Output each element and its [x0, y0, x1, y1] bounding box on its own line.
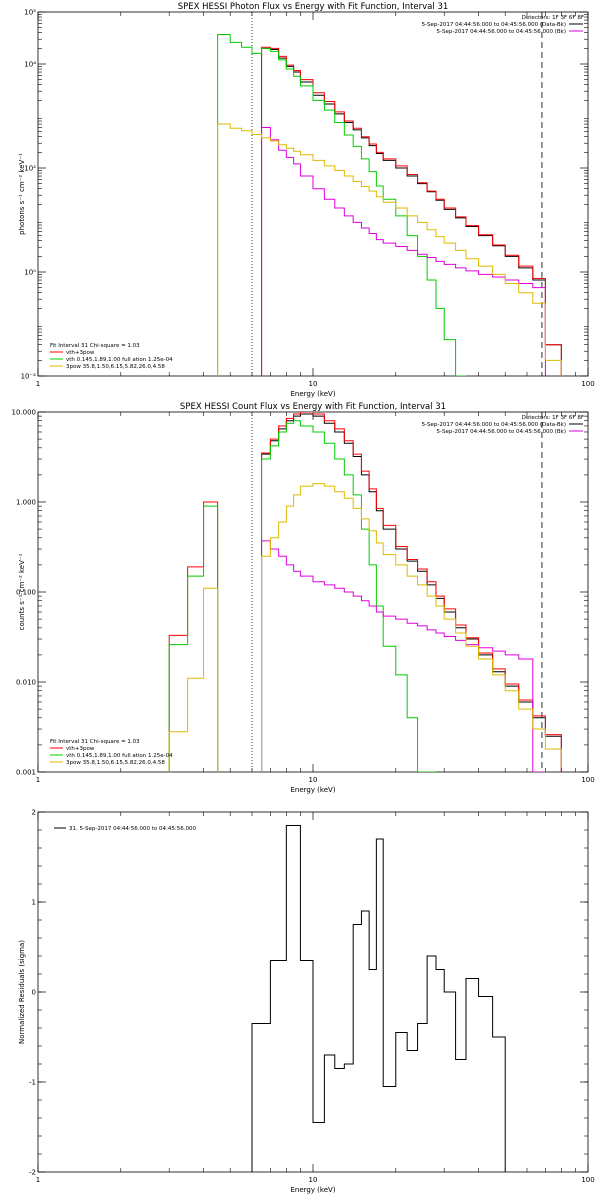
y-tick-label: 10⁴ [24, 61, 36, 69]
info-line: 5-Sep-2017 04:44:56.000 to 04:45:56.000 … [437, 29, 567, 35]
series-line-3 [168, 420, 436, 772]
chart-title: SPEX HESSI Photon Flux vs Energy with Fi… [178, 2, 449, 12]
y-tick-label: 10⁻² [21, 373, 37, 381]
info-line: 5-Sep-2017 04:44:56.000 to 04:45:56.000 … [437, 429, 567, 435]
y-tick-label: 1.000 [16, 499, 36, 507]
y-tick-label: 0.100 [16, 589, 36, 597]
legend-entry: 3pow 35.8,1.50,6.15,5.82,26.0,4.58 [66, 364, 165, 370]
info-line: Detectors: 1F 3F 6F 8F [522, 15, 584, 21]
chart-panel-1: SPEX HESSI Photon Flux vs Energy with Fi… [18, 2, 595, 398]
y-tick-label: -1 [29, 1079, 36, 1087]
y-axis-label: counts s⁻¹ cm⁻² keV⁻¹ [18, 553, 26, 630]
y-tick-label: 10.000 [12, 409, 37, 417]
series-line-5 [168, 483, 562, 772]
x-tick-label: 10 [309, 380, 318, 388]
y-tick-label: 1 [32, 899, 36, 907]
info-line: Detectors: 1F 3F 6F 8F [522, 415, 584, 421]
x-tick-label: 1 [36, 776, 40, 784]
series-line-1 [261, 413, 562, 772]
series-line-1 [251, 825, 506, 1172]
x-tick-label: 10 [309, 1176, 318, 1184]
y-tick-label: 0.010 [16, 679, 36, 687]
y-tick-label: 0.001 [16, 769, 36, 777]
plot-frame [37, 411, 589, 773]
y-axis-label: photons s⁻¹ cm⁻² keV⁻¹ [18, 153, 26, 235]
series-line-4 [261, 540, 546, 772]
y-tick-label: 10⁰ [24, 269, 36, 277]
chart-panel-2: SPEX HESSI Count Flux vs Energy with Fit… [12, 402, 595, 794]
x-axis-label: Energy (keV) [290, 786, 335, 794]
y-tick-label: 2 [32, 809, 36, 817]
series-line-1 [261, 47, 562, 376]
x-tick-label: 1 [36, 380, 40, 388]
legend-entry: vth 0.145,1.89,1.00 full ation 1.25e-04 [66, 357, 173, 363]
y-axis-label: Normalized Residuals (sigma) [18, 940, 26, 1044]
y-tick-label: 10² [24, 165, 36, 173]
legend-entry: vth+3pow [66, 350, 95, 356]
legend-entry: Fit Interval 31 Chi-square = 1.03 [50, 739, 140, 745]
series-line-2 [261, 46, 562, 376]
series-line-3 [217, 33, 466, 376]
y-tick-label: -2 [29, 1169, 36, 1177]
info-line: 31. 5-Sep-2017 04:44:56.000 to 04:45:56.… [69, 826, 196, 832]
legend-entry: vth 0.145,1.89,1.00 full ation 1.25e-04 [66, 753, 173, 759]
x-tick-label: 100 [581, 380, 594, 388]
x-tick-label: 100 [581, 776, 594, 784]
series-line-2 [168, 412, 562, 772]
x-axis-label: Energy (keV) [290, 1186, 335, 1194]
legend-entry: vth+3pow [66, 746, 95, 752]
x-axis-label: Energy (keV) [290, 390, 335, 398]
x-tick-label: 1 [36, 1176, 40, 1184]
info-line: 5-Sep-2017 04:44:56.000 to 04:45:56.000 … [422, 22, 566, 28]
legend-entry: 3pow 35.8,1.50,6.15,5.82,26.0,4.58 [66, 760, 165, 766]
info-line: 5-Sep-2017 04:44:56.000 to 04:45:56.000 … [422, 422, 566, 428]
x-tick-label: 100 [581, 1176, 594, 1184]
x-tick-label: 10 [309, 776, 318, 784]
chart-panel-3: 1 10 100 -2 -1 0 1 2 Energy (keV) Normalized Resi… [18, 809, 595, 1195]
y-tick-label: 0 [32, 989, 36, 997]
plot-frame [37, 11, 589, 377]
y-tick-label: 10⁵ [24, 9, 36, 17]
series-line-4 [261, 127, 546, 376]
chart-title: SPEX HESSI Count Flux vs Energy with Fit… [180, 402, 446, 412]
legend-entry: Fit Interval 31 Chi-square = 1.03 [50, 343, 140, 349]
series-line-5 [217, 123, 562, 376]
